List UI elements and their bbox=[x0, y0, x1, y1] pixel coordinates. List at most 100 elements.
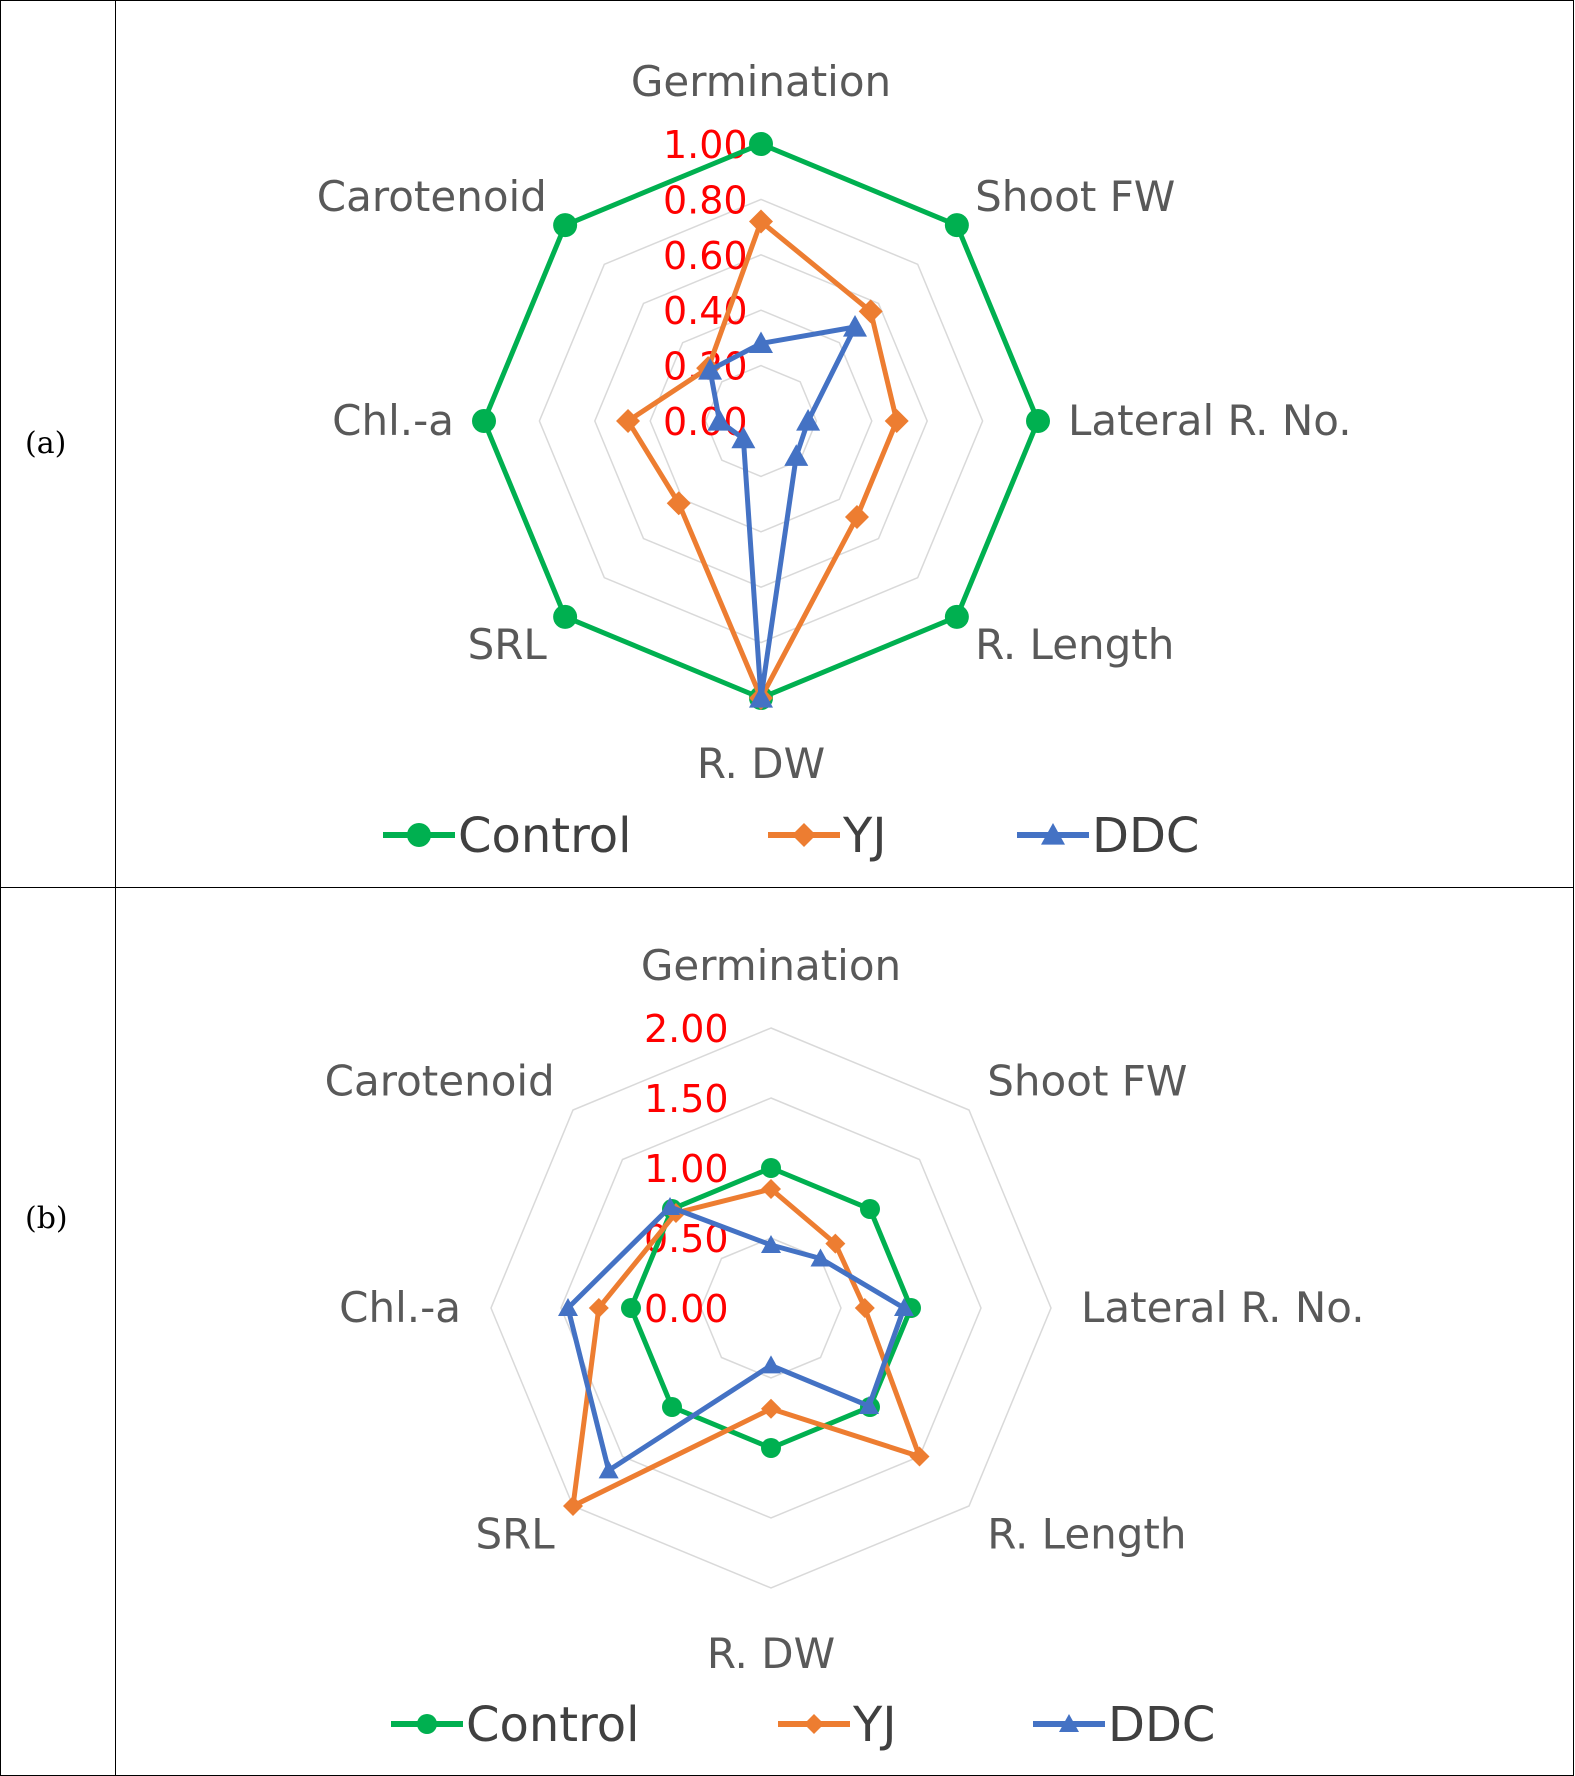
data-point-control-srl bbox=[662, 1396, 683, 1417]
column-divider bbox=[115, 1, 116, 887]
category-label-shoot-fw: Shoot FW bbox=[987, 1057, 1187, 1106]
data-point-control-r-dw bbox=[761, 1438, 781, 1458]
category-label-shoot-fw: Shoot FW bbox=[975, 172, 1175, 221]
panel-b: (b) 0.00 0.50 1.00 1.50 2.00 Germination Shoot… bbox=[0, 887, 1574, 1776]
legend: Control YJ DDC bbox=[391, 1697, 1215, 1753]
tick-label: 0.60 bbox=[663, 234, 748, 278]
legend-label-ddc: DDC bbox=[1108, 1697, 1215, 1753]
gridline-ring bbox=[700, 1237, 842, 1379]
series-yj bbox=[563, 1179, 930, 1516]
data-point-yj-shoot-fw bbox=[825, 1233, 846, 1254]
legend-swatch-marker bbox=[407, 823, 431, 847]
data-point-yj-r-length bbox=[844, 504, 869, 529]
data-point-ddc-r-length bbox=[859, 1396, 880, 1415]
category-label-r-dw: R. DW bbox=[707, 1629, 835, 1678]
radial-tick-labels: 0.000.501.001.502.00 bbox=[644, 1007, 729, 1331]
legend-label-control: Control bbox=[466, 1697, 640, 1753]
legend-label-yj: YJ bbox=[852, 1697, 896, 1753]
legend-swatch-marker bbox=[804, 1714, 824, 1734]
category-label-srl: SRL bbox=[468, 620, 548, 669]
panel-label-a: (a) bbox=[25, 426, 67, 461]
category-labels: Germination Shoot FW Lateral R. No. R. Leng… bbox=[325, 941, 1365, 1678]
data-point-yj-chl-a bbox=[588, 1298, 609, 1318]
category-label-germination: Germination bbox=[631, 57, 891, 106]
data-point-control-lateral-r-no bbox=[1026, 409, 1050, 433]
data-point-control-srl bbox=[553, 604, 578, 629]
legend-label-control: Control bbox=[458, 808, 632, 864]
data-point-yj-r-length bbox=[909, 1446, 930, 1467]
gridline-ring bbox=[538, 198, 984, 644]
data-point-ddc-srl bbox=[731, 426, 756, 449]
data-point-control-carotenoid bbox=[553, 213, 578, 238]
data-point-yj-srl bbox=[666, 491, 691, 516]
legend-swatch-marker bbox=[1059, 1714, 1079, 1732]
data-point-ddc-carotenoid bbox=[660, 1197, 681, 1216]
legend-item-control: Control bbox=[391, 1697, 640, 1753]
column-divider bbox=[115, 888, 116, 1775]
panel-label-b: (b) bbox=[25, 1201, 68, 1236]
data-point-ddc-r-dw bbox=[749, 686, 773, 708]
legend-item-ddc: DDC bbox=[1017, 808, 1199, 864]
panel-a: (a) 0.000.200.400.600.801.00 Germination S… bbox=[0, 0, 1574, 888]
category-label-srl: SRL bbox=[475, 1509, 555, 1558]
gridline-ring bbox=[593, 253, 929, 589]
data-point-ddc-shoot-fw bbox=[810, 1248, 831, 1267]
radar-chart-a: 0.000.200.400.600.801.00 Germination Shoot… bbox=[317, 57, 1352, 864]
data-point-ddc-carotenoid bbox=[698, 358, 723, 380]
legend-item-ddc: DDC bbox=[1033, 1697, 1215, 1753]
data-point-yj-r-dw bbox=[761, 1398, 781, 1419]
data-point-ddc-shoot-fw bbox=[843, 314, 868, 337]
data-point-ddc-germination bbox=[749, 331, 773, 354]
category-label-carotenoid: Carotenoid bbox=[317, 172, 547, 221]
data-point-ddc-germination bbox=[761, 1235, 781, 1253]
legend-swatch-marker bbox=[417, 1714, 437, 1734]
legend-label-yj: YJ bbox=[842, 808, 886, 864]
data-point-yj-lateral-r-no bbox=[884, 409, 909, 433]
category-label-germination: Germination bbox=[641, 941, 901, 990]
tick-label: 1.00 bbox=[644, 1147, 729, 1191]
category-labels: Germination Shoot FW Lateral R. No. R. Leng… bbox=[317, 57, 1352, 788]
series-ddc bbox=[698, 314, 868, 708]
data-point-control-r-length bbox=[944, 604, 969, 629]
data-point-ddc-r-length bbox=[784, 444, 809, 466]
category-label-lateral-r-no: Lateral R. No. bbox=[1068, 396, 1352, 445]
data-point-control-germination bbox=[761, 1158, 781, 1178]
data-point-ddc-r-dw bbox=[761, 1355, 781, 1374]
category-label-r-length: R. Length bbox=[975, 620, 1174, 669]
data-point-yj-shoot-fw bbox=[858, 299, 883, 324]
data-point-control-germination bbox=[749, 132, 773, 156]
data-point-ddc-lateral-r-no bbox=[894, 1298, 914, 1316]
series-yj bbox=[616, 209, 909, 710]
legend-item-yj: YJ bbox=[768, 808, 886, 864]
data-point-yj-germination bbox=[761, 1179, 781, 1199]
gridline-ring bbox=[490, 1027, 1052, 1589]
tick-label: 0.00 bbox=[644, 1287, 729, 1331]
category-label-chl-a: Chl.-a bbox=[332, 396, 454, 445]
data-point-control-chl-a bbox=[472, 409, 496, 433]
radial-tick-labels: 0.000.200.400.600.801.00 bbox=[663, 123, 748, 444]
legend-swatch-marker bbox=[1041, 823, 1065, 845]
category-label-chl-a: Chl.-a bbox=[339, 1283, 461, 1332]
legend-item-yj: YJ bbox=[778, 1697, 896, 1753]
category-label-r-dw: R. DW bbox=[697, 739, 825, 788]
legend-label-ddc: DDC bbox=[1092, 808, 1199, 864]
gridline-ring bbox=[649, 309, 873, 533]
data-point-yj-chl-a bbox=[616, 409, 641, 433]
data-point-control-chl-a bbox=[621, 1298, 641, 1318]
data-point-ddc-srl bbox=[598, 1460, 619, 1479]
series-ddc bbox=[558, 1197, 914, 1479]
tick-label: 2.00 bbox=[644, 1007, 729, 1051]
data-point-control-shoot-fw bbox=[944, 213, 969, 238]
data-point-ddc-lateral-r-no bbox=[796, 409, 821, 431]
data-point-yj-srl bbox=[563, 1495, 584, 1516]
data-point-yj-lateral-r-no bbox=[854, 1298, 875, 1318]
data-point-yj-germination bbox=[749, 209, 773, 234]
gridline-ring bbox=[560, 1097, 982, 1519]
legend-item-control: Control bbox=[383, 808, 632, 864]
tick-label: 1.50 bbox=[644, 1077, 729, 1121]
tick-label: 1.00 bbox=[663, 123, 748, 167]
legend-swatch-marker bbox=[792, 823, 816, 847]
data-point-control-shoot-fw bbox=[859, 1199, 880, 1220]
tick-label: 0.00 bbox=[663, 400, 748, 444]
